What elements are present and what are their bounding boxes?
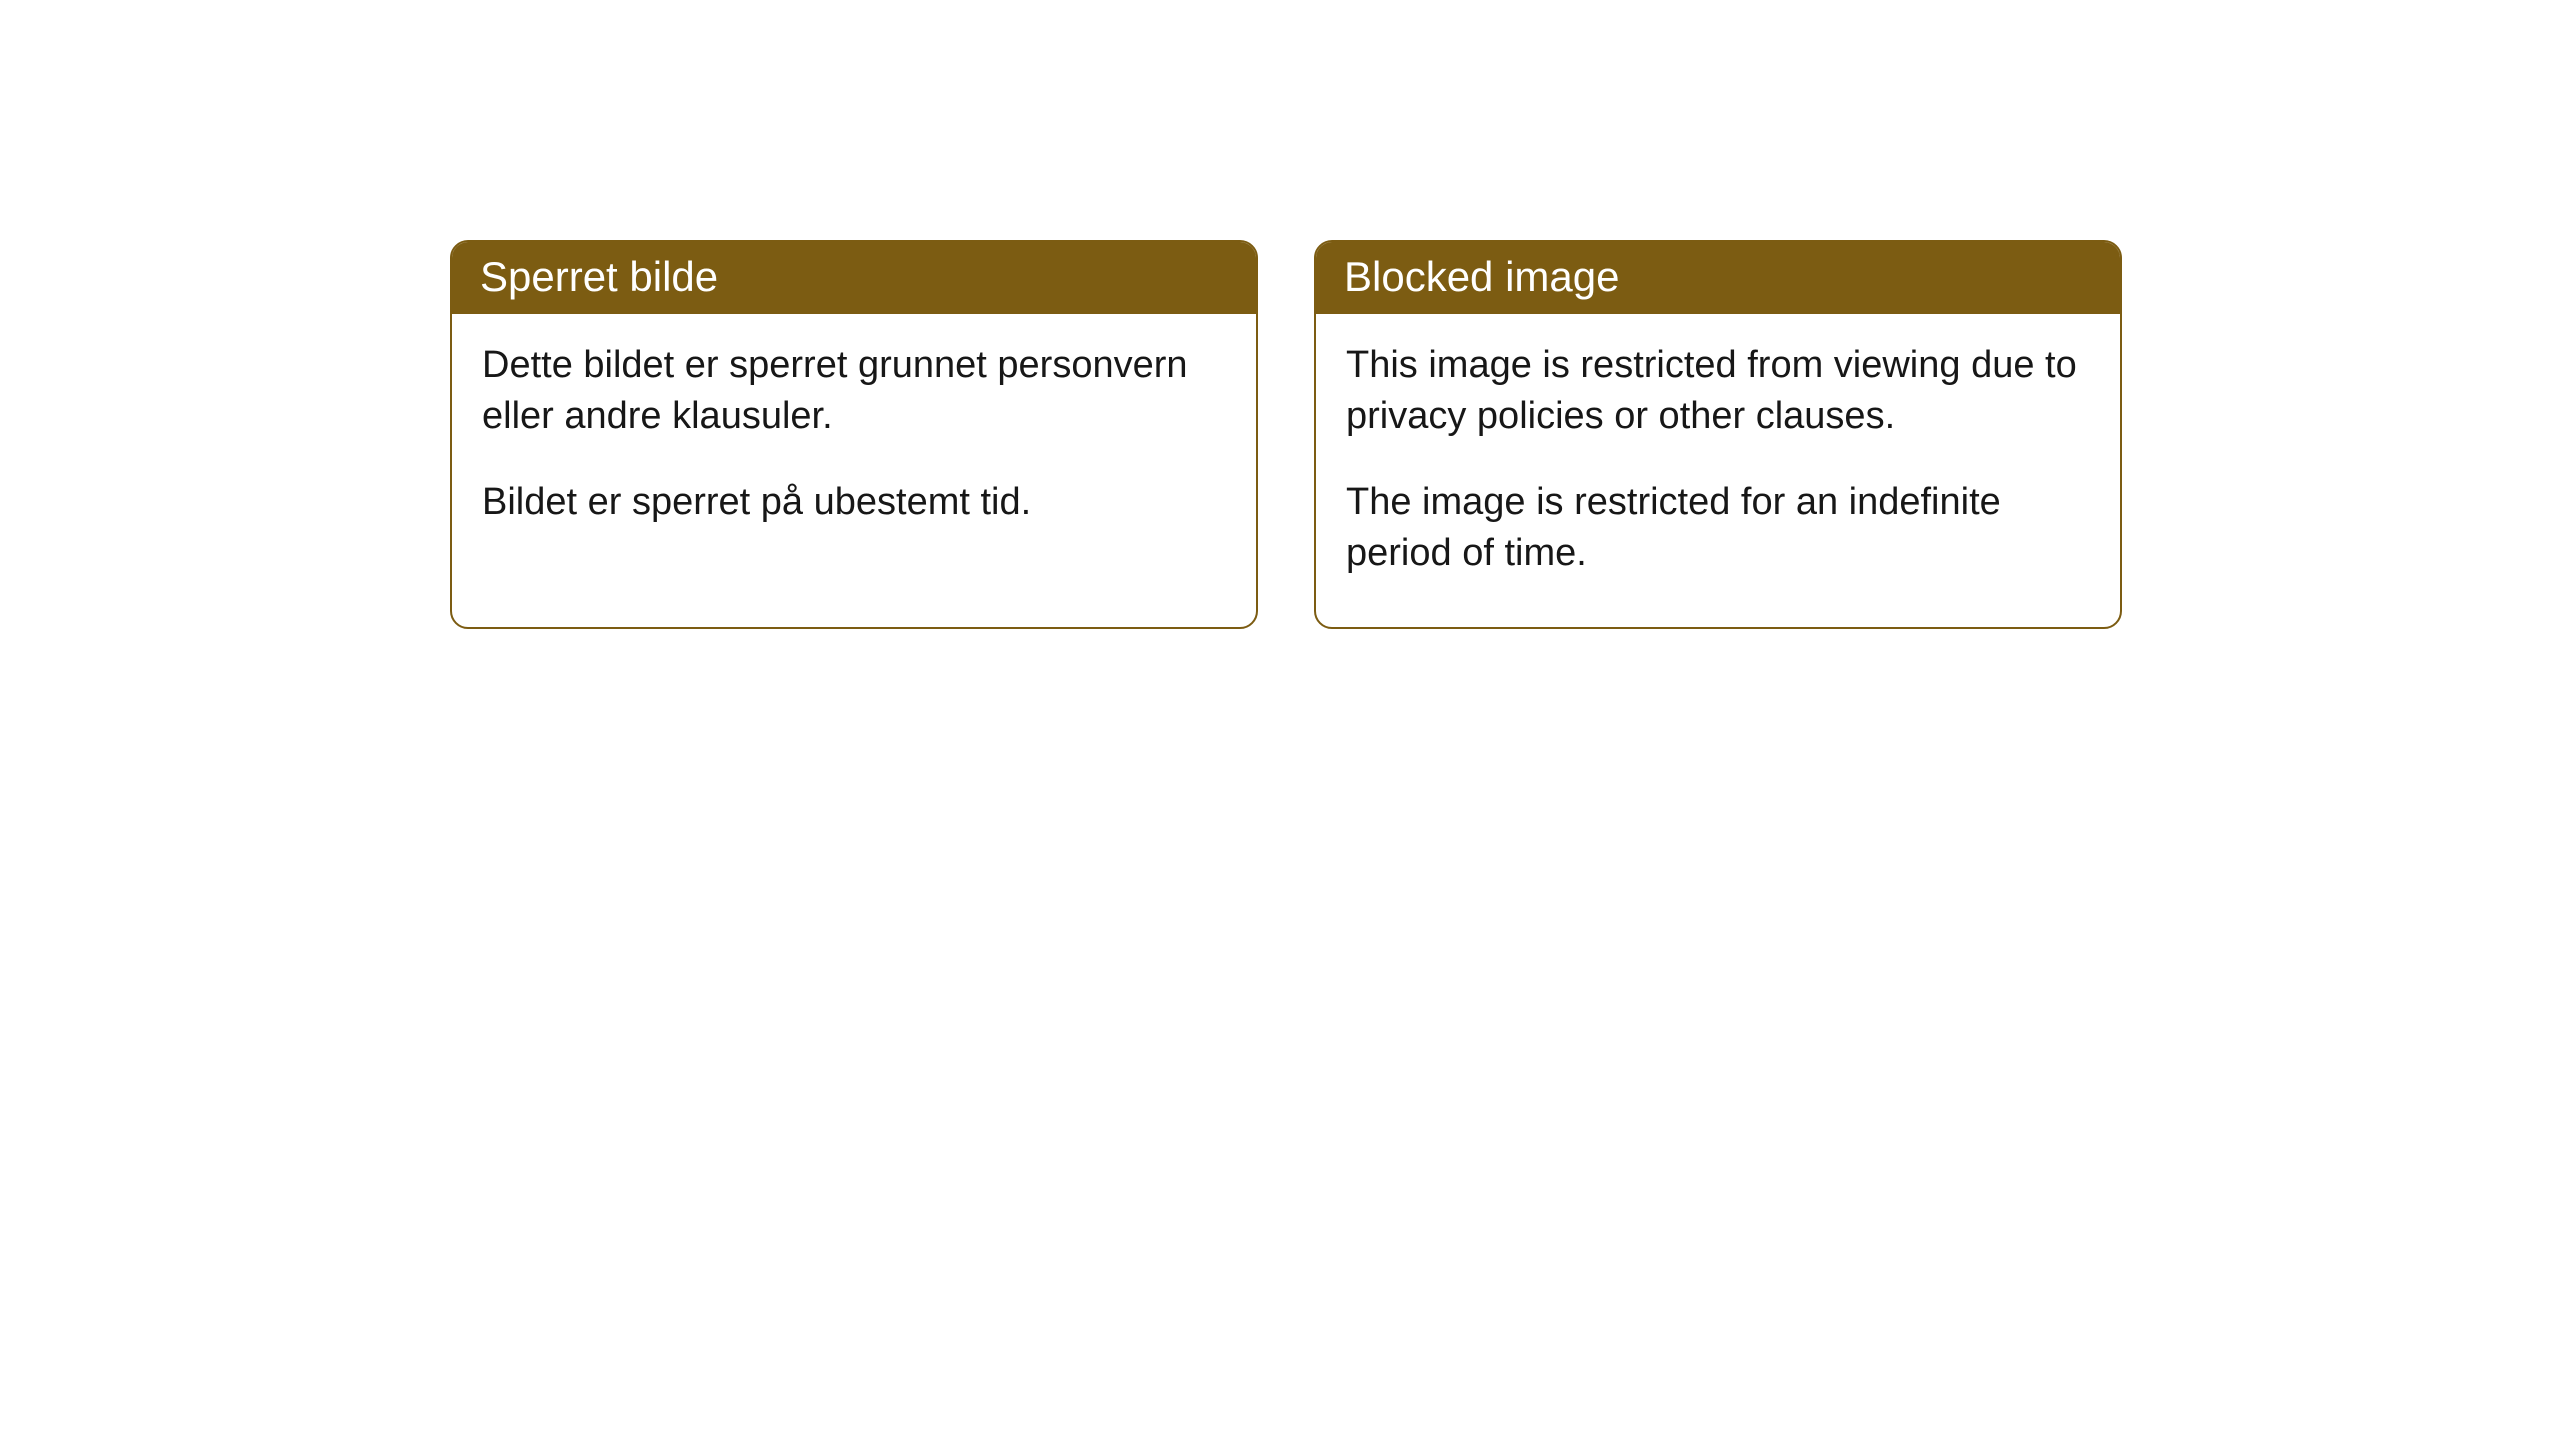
card-body: This image is restricted from viewing du… bbox=[1316, 314, 2120, 627]
blocked-image-card-en: Blocked image This image is restricted f… bbox=[1314, 240, 2122, 629]
card-body: Dette bildet er sperret grunnet personve… bbox=[452, 314, 1256, 622]
card-paragraph: Bildet er sperret på ubestemt tid. bbox=[482, 477, 1226, 528]
card-paragraph: The image is restricted for an indefinit… bbox=[1346, 477, 2090, 580]
card-paragraph: Dette bildet er sperret grunnet personve… bbox=[482, 340, 1226, 443]
card-header: Blocked image bbox=[1316, 242, 2120, 314]
card-title: Blocked image bbox=[1344, 253, 1619, 300]
card-title: Sperret bilde bbox=[480, 253, 718, 300]
card-header: Sperret bilde bbox=[452, 242, 1256, 314]
blocked-image-card-no: Sperret bilde Dette bildet er sperret gr… bbox=[450, 240, 1258, 629]
cards-container: Sperret bilde Dette bildet er sperret gr… bbox=[450, 240, 2122, 629]
card-paragraph: This image is restricted from viewing du… bbox=[1346, 340, 2090, 443]
